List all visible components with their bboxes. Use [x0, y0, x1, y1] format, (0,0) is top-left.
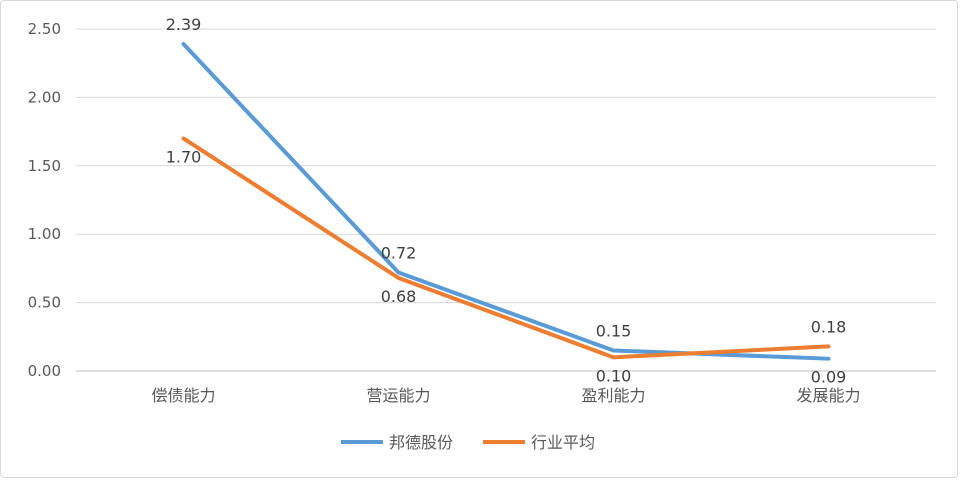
y-tick-label: 2.00 [28, 88, 61, 106]
data-label: 0.68 [381, 287, 417, 306]
y-tick-label: 0.00 [28, 362, 61, 380]
x-category-label: 盈利能力 [581, 386, 645, 405]
x-category-label: 营运能力 [366, 386, 430, 405]
y-tick-label: 0.50 [28, 294, 61, 312]
series-lines [181, 42, 831, 361]
data-labels: 2.39 0.72 0.15 0.09 1.70 0.68 0.10 0.18 [166, 15, 847, 387]
data-label: 2.39 [166, 15, 202, 34]
legend-label: 行业平均 [531, 433, 595, 452]
gridlines [76, 28, 936, 372]
y-axis-ticks: 0.00 0.50 1.00 1.50 2.00 2.50 [28, 20, 61, 380]
data-label: 0.18 [811, 317, 847, 336]
data-label: 0.15 [596, 321, 632, 340]
series-line-0 [181, 42, 831, 361]
data-label: 0.10 [596, 366, 632, 385]
x-axis-categories: 偿债能力 营运能力 盈利能力 发展能力 [151, 386, 860, 405]
data-label: 0.72 [381, 244, 417, 263]
y-tick-label: 1.00 [28, 225, 61, 243]
series-line-1 [181, 136, 831, 360]
legend: 邦德股份 行业平均 [341, 433, 595, 452]
y-tick-label: 2.50 [28, 20, 61, 38]
legend-label: 邦德股份 [389, 433, 453, 452]
data-label: 1.70 [166, 147, 202, 166]
x-category-label: 偿债能力 [151, 386, 215, 405]
data-label: 0.09 [811, 368, 847, 387]
y-tick-label: 1.50 [28, 157, 61, 175]
x-category-label: 发展能力 [796, 386, 860, 405]
